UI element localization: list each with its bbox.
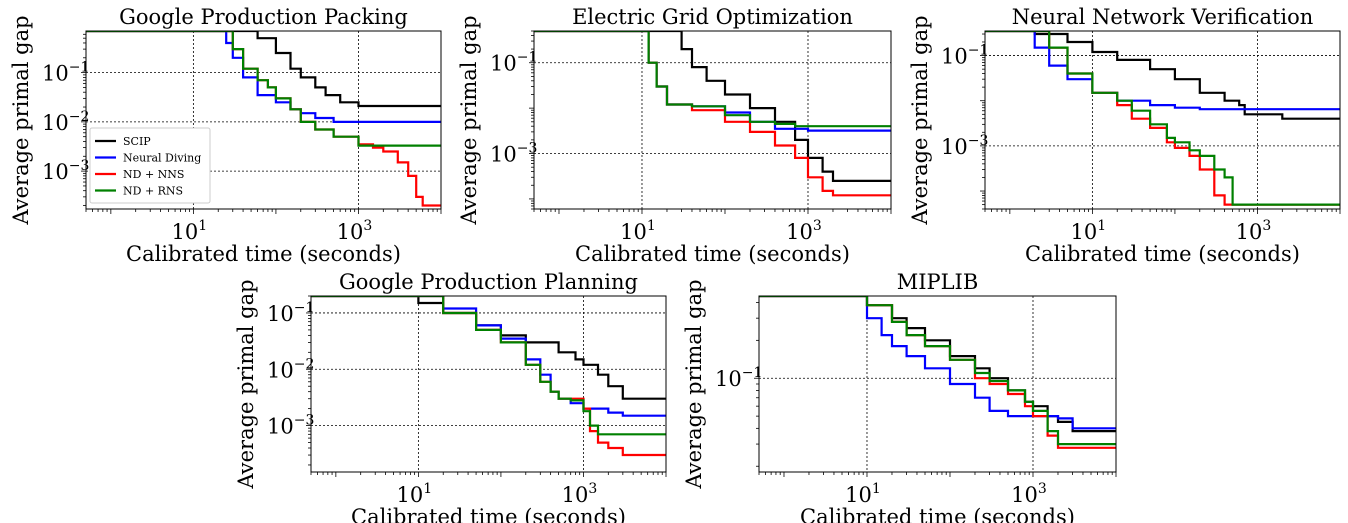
x-tick-label: 103 <box>786 218 822 244</box>
series-line-nd-rns <box>86 31 441 147</box>
legend: SCIP Neural Diving ND + NNS ND + RNS <box>89 127 211 204</box>
x-tick-label: 101 <box>845 481 881 507</box>
series-line-scip <box>985 31 1340 120</box>
x-tick-label: 101 <box>397 481 433 507</box>
subplot-5: 101 103 10−1 MIPLIB Calibrated time (seconds… <box>682 270 1117 523</box>
x-tick-label: 103 <box>1011 481 1047 507</box>
x-tick-label: 103 <box>562 481 598 507</box>
x-axis-label: Calibrated time (seconds) <box>351 505 626 523</box>
y-tick-label: 10−3 <box>490 141 537 167</box>
axes-frame <box>533 30 892 210</box>
chart-title: Electric Grid Optimization <box>572 5 853 29</box>
series-line-scip <box>759 296 1116 433</box>
x-tick-label: 101 <box>172 218 208 244</box>
series-line-neural-diving <box>86 31 441 123</box>
y-tick-label: 10−2 <box>267 356 314 382</box>
y-axis-label: Average primal gap <box>9 15 33 225</box>
series-line-neural-diving <box>311 296 666 417</box>
y-tick-label: 10−1 <box>490 50 537 76</box>
axes-frame <box>758 295 1117 473</box>
series-line-nd-rns <box>534 31 891 128</box>
y-tick-label: 10−1 <box>267 300 314 326</box>
x-tick-label: 101 <box>1071 218 1107 244</box>
series-line-scip <box>534 31 891 182</box>
x-axis-label: Calibrated time (seconds) <box>575 242 850 266</box>
series-line-nd-rns <box>311 296 666 436</box>
x-axis-label: Calibrated time (seconds) <box>1025 242 1300 266</box>
series-line-nd-rns <box>759 296 1116 446</box>
x-tick-label: 103 <box>1236 218 1272 244</box>
y-tick-label: 10−3 <box>42 158 89 184</box>
y-tick-label: 10−2 <box>42 109 89 135</box>
chart-title: Google Production Packing <box>119 5 408 29</box>
y-tick-label: 10−1 <box>941 43 988 69</box>
chart-title: Neural Network Verification <box>1012 5 1314 29</box>
axes-frame <box>310 295 667 473</box>
series-line-neural-diving <box>759 296 1116 430</box>
series-line-scip <box>311 296 666 400</box>
legend-label: ND + NNS <box>123 168 184 181</box>
y-axis-label: Average primal gap <box>234 279 258 489</box>
y-axis-label: Average primal gap <box>908 15 932 225</box>
y-tick-label: 10−1 <box>42 60 89 86</box>
chart-title: Google Production Planning <box>339 270 638 294</box>
y-tick-label: 10−1 <box>715 365 762 391</box>
y-tick-label: 10−3 <box>941 133 988 159</box>
legend-label: SCIP <box>123 135 151 148</box>
series-line-nd-nns <box>534 31 891 197</box>
series-line-scip <box>86 31 441 108</box>
y-axis-label: Average primal gap <box>457 15 481 225</box>
x-axis-label: Calibrated time (seconds) <box>126 242 401 266</box>
series-line-nd-nns <box>759 296 1116 449</box>
legend-label: ND + RNS <box>123 185 183 198</box>
y-tick-label: 10−3 <box>267 413 314 439</box>
x-tick-label: 103 <box>337 218 373 244</box>
legend-box <box>89 127 211 204</box>
axes-frame <box>984 30 1341 210</box>
series-line-nd-rns <box>985 31 1340 206</box>
y-axis-label: Average primal gap <box>682 279 706 489</box>
subplot-1: 101 103 10−1 10−2 10−3 Google Production Pack… <box>9 5 442 266</box>
series-line-nd-nns <box>311 296 666 457</box>
x-axis-label: Calibrated time (seconds) <box>800 505 1075 523</box>
subplot-3: 101 103 10−1 10−3 Neural Network Verificatio… <box>908 5 1341 266</box>
chart-title: MIPLIB <box>897 270 979 294</box>
subplot-2: 101 103 10−1 10−3 Electric Grid Optimization… <box>457 5 892 266</box>
legend-label: Neural Diving <box>123 152 201 165</box>
x-tick-label: 101 <box>620 218 656 244</box>
subplot-4: 101 103 10−1 10−2 10−3 Google Production Plan… <box>234 270 667 523</box>
